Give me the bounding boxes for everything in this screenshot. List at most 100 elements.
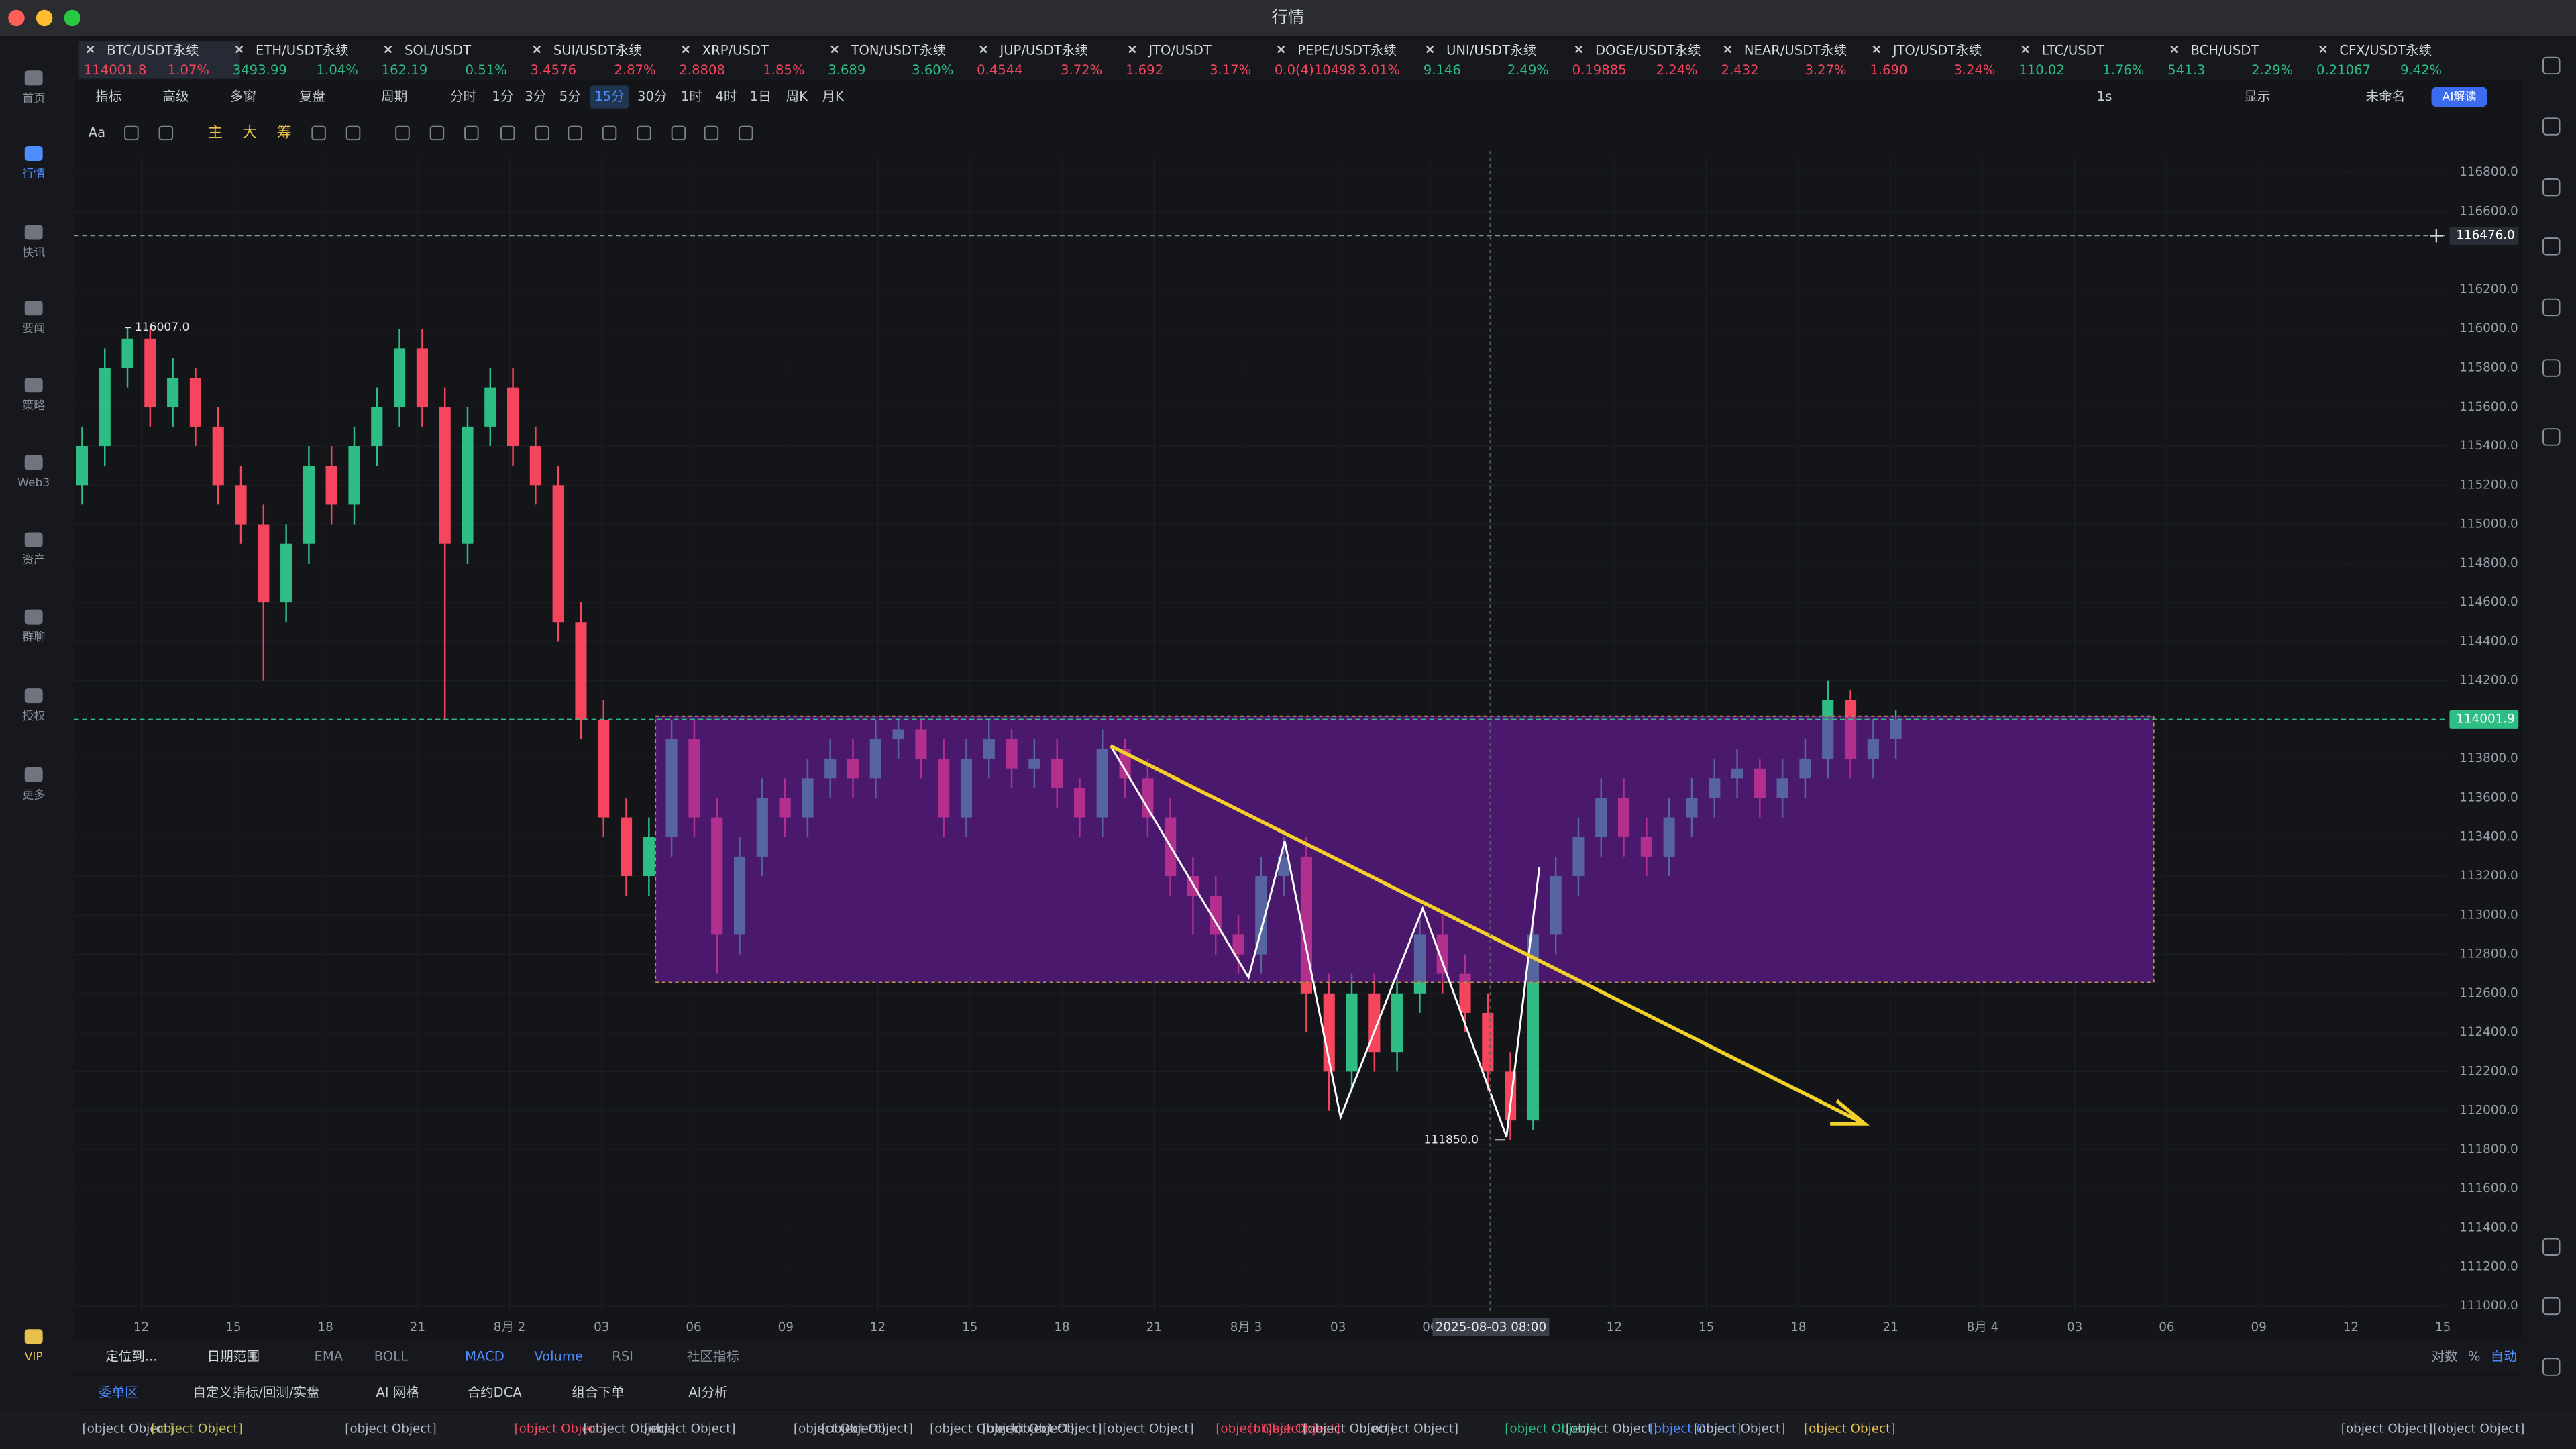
rail-icon[interactable] <box>2542 1358 2561 1376</box>
panel-tab[interactable]: 委单区 <box>99 1385 138 1400</box>
drawing-tool[interactable]: 主 <box>208 124 223 141</box>
toolbar-item[interactable]: AI解读 <box>2443 90 2477 103</box>
tab-close[interactable] <box>1426 45 1434 54</box>
toolbar-item[interactable]: 3分 <box>525 89 546 104</box>
pattern-zigzag[interactable] <box>1110 745 1541 1138</box>
tab-name[interactable]: NEAR/USDT永续 <box>1744 42 1847 58</box>
tool-icon[interactable] <box>739 125 753 141</box>
indicator-item[interactable]: RSI <box>612 1348 633 1364</box>
tab-close[interactable] <box>1872 45 1880 54</box>
tab-name[interactable]: ETH/USDT永续 <box>256 42 349 58</box>
tool-icon[interactable] <box>464 125 479 141</box>
drawing-tool[interactable]: Aa <box>89 125 105 140</box>
rail-icon[interactable] <box>2542 1238 2561 1256</box>
sidebar-label[interactable]: 群聊 <box>22 631 45 644</box>
sidebar-label[interactable]: 首页 <box>22 92 45 105</box>
tab-name[interactable]: SUI/USDT永续 <box>553 42 642 58</box>
sidebar-icon[interactable] <box>24 609 43 625</box>
sidebar-label[interactable]: VIP <box>25 1350 43 1364</box>
tab-close[interactable] <box>2021 45 2029 54</box>
tab-close[interactable] <box>830 45 839 54</box>
rail-icon[interactable] <box>2542 237 2561 256</box>
tab-name[interactable]: JTO/USDT <box>1147 42 1212 58</box>
toolbar-item[interactable]: 1日 <box>750 89 771 104</box>
indicator-item[interactable]: 社区指标 <box>687 1348 739 1364</box>
tab-name[interactable]: XRP/USDT <box>702 42 769 58</box>
panel-tab[interactable]: AI 网格 <box>376 1385 419 1400</box>
toolbar-item[interactable]: 复盘 <box>299 89 325 104</box>
rail-icon[interactable] <box>2542 298 2561 317</box>
indicator-item[interactable]: 日期范围 <box>207 1348 260 1364</box>
toolbar-item[interactable]: 周期 <box>381 89 407 104</box>
tool-icon[interactable] <box>602 125 617 141</box>
tool-icon[interactable] <box>429 125 445 141</box>
toolbar-item[interactable]: 分时 <box>450 89 476 104</box>
sidebar-label[interactable]: 快讯 <box>22 246 45 260</box>
tab-close[interactable] <box>682 45 690 54</box>
tab-name[interactable]: UNI/USDT永续 <box>1446 42 1536 58</box>
tab-close[interactable] <box>235 45 244 54</box>
sidebar-label[interactable]: 策略 <box>22 399 45 413</box>
range-box[interactable] <box>655 715 2155 983</box>
drawing-tool[interactable]: 大 <box>242 124 257 141</box>
tab-name[interactable]: JTO/USDT永续 <box>1892 42 1982 58</box>
tab-close[interactable] <box>2170 45 2178 54</box>
tool-icon[interactable] <box>637 125 651 141</box>
tab-name[interactable]: JUP/USDT永续 <box>998 42 1087 58</box>
tab-name[interactable]: CFX/USDT永续 <box>2339 42 2432 58</box>
status-item[interactable]: [object Object] <box>151 1422 243 1436</box>
tab-close[interactable] <box>1574 45 1583 54</box>
sidebar-icon[interactable] <box>24 70 43 86</box>
toolbar-item[interactable]: 30分 <box>637 89 667 104</box>
toolbar-item[interactable]: 显示 <box>2244 89 2270 104</box>
sidebar-label[interactable]: 更多 <box>22 788 45 802</box>
tool-icon[interactable] <box>535 125 549 141</box>
tab-name[interactable]: TON/USDT永续 <box>851 42 947 58</box>
sidebar-icon[interactable] <box>24 146 43 161</box>
toolbar-item[interactable]: 1s <box>2097 89 2112 104</box>
tab-name[interactable]: PEPE/USDT永续 <box>1297 42 1397 58</box>
close-button[interactable] <box>8 9 25 27</box>
tab-name[interactable]: SOL/USDT <box>405 42 472 58</box>
sidebar-icon[interactable] <box>24 688 43 704</box>
sidebar-icon[interactable] <box>24 455 43 470</box>
indicator-item[interactable]: Volume <box>534 1348 583 1364</box>
tab-name[interactable]: DOGE/USDT永续 <box>1595 42 1701 58</box>
tool-icon[interactable] <box>395 125 410 141</box>
tab-close[interactable] <box>979 45 987 54</box>
tab-name[interactable]: BCH/USDT <box>2190 42 2259 58</box>
rail-icon[interactable] <box>2542 178 2561 197</box>
toolbar-item[interactable]: 1分 <box>492 89 513 104</box>
toolbar-item[interactable]: 高级 <box>162 89 189 104</box>
zoom-button[interactable] <box>64 9 80 27</box>
toolbar-item[interactable]: 1时 <box>681 89 702 104</box>
tab-close[interactable] <box>384 45 392 54</box>
rail-icon[interactable] <box>2542 117 2561 136</box>
tool-icon[interactable] <box>500 125 515 141</box>
tool-icon[interactable] <box>124 125 139 141</box>
toolbar-item[interactable]: 周K <box>786 89 809 104</box>
toolbar-item[interactable]: 4时 <box>715 89 737 104</box>
tab-name[interactable]: LTC/USDT <box>2042 42 2105 58</box>
drawing-tool[interactable]: 筹 <box>277 124 292 141</box>
tab-close[interactable] <box>1723 45 1732 54</box>
sidebar-icon[interactable] <box>24 767 43 782</box>
trend-arrow[interactable] <box>1110 744 1862 1124</box>
tool-icon[interactable] <box>671 125 686 141</box>
indicator-item[interactable]: MACD <box>465 1348 504 1364</box>
sidebar-label[interactable]: 资产 <box>22 553 45 567</box>
axis-option[interactable]: 自动 <box>2491 1348 2517 1364</box>
sidebar-label[interactable]: 行情 <box>22 168 45 181</box>
tool-icon[interactable] <box>704 125 719 141</box>
tab-close[interactable] <box>1128 45 1136 54</box>
indicator-item[interactable]: 定位到... <box>105 1348 157 1364</box>
sidebar-label[interactable]: 授权 <box>22 710 45 723</box>
sidebar-label[interactable]: Web3 <box>17 476 50 490</box>
toolbar-item[interactable]: 月K <box>822 89 845 104</box>
toolbar-item[interactable]: 未命名 <box>2366 89 2406 104</box>
tool-icon[interactable] <box>568 125 582 141</box>
toolbar-item[interactable]: 多窗 <box>230 89 256 104</box>
toolbar-item[interactable]: 15分 <box>594 89 625 104</box>
axis-option[interactable]: 对数 <box>2431 1348 2458 1364</box>
panel-tab[interactable]: 合约DCA <box>467 1385 522 1400</box>
